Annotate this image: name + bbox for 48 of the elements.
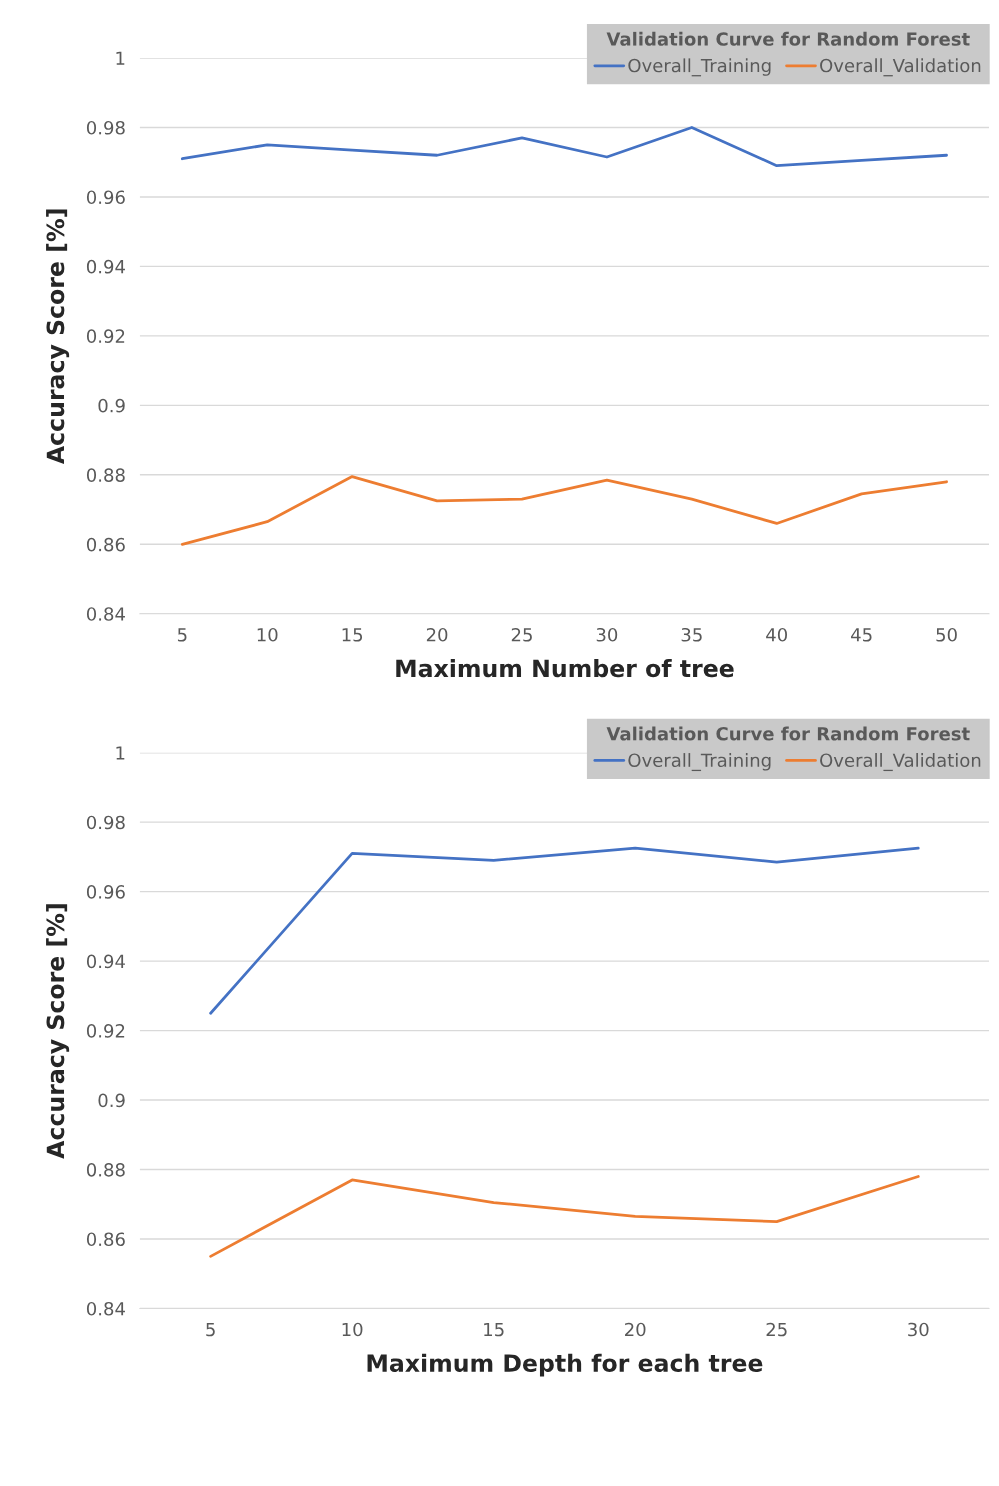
x-tick-label: 5 xyxy=(177,628,187,642)
x-tick-label: 10 xyxy=(342,1322,363,1337)
x-tick-label: 5 xyxy=(206,1322,215,1337)
x-axis-title: Maximum Number of tree xyxy=(396,659,734,678)
x-tick-label: 10 xyxy=(257,627,278,642)
x-tick-label: 15 xyxy=(484,1322,504,1337)
x-tick-label: 45 xyxy=(851,628,872,642)
legend-title: Validation Curve for Random Forest xyxy=(606,726,970,741)
y-tick-label: 0.96 xyxy=(86,885,125,899)
x-tick-label: 20 xyxy=(426,627,448,642)
x-tick-label: 30 xyxy=(908,1322,929,1337)
x-tick-label: 50 xyxy=(936,627,957,642)
y-tick-label: 0.92 xyxy=(86,1024,125,1038)
y-tick-label: 0.86 xyxy=(86,1232,125,1247)
y-tick-label: 0.9 xyxy=(98,1093,125,1108)
x-tick-label: 35 xyxy=(681,627,702,642)
y-tick-label: 0.9 xyxy=(98,398,125,413)
legend-label: Overall_Validation xyxy=(820,753,981,772)
x-axis-title: Maximum Depth for each tree xyxy=(367,1353,763,1377)
y-tick-label: 0.88 xyxy=(86,468,125,482)
y-tick-label: 0.98 xyxy=(86,120,125,135)
legend-title: Validation Curve for Random Forest xyxy=(606,31,970,46)
x-tick-label: 25 xyxy=(766,1322,787,1337)
y-tick-label: 1 xyxy=(116,51,125,65)
x-tick-label: 40 xyxy=(766,627,788,642)
x-tick-label: 15 xyxy=(342,628,363,642)
line-series xyxy=(209,846,920,1015)
y-tick-label: 1 xyxy=(116,746,125,760)
x-tick-label: 25 xyxy=(511,627,532,642)
y-tick-label: 0.94 xyxy=(86,954,125,969)
legend-label: Overall_Training xyxy=(628,753,771,772)
line-series xyxy=(180,475,948,546)
x-tick-label: 20 xyxy=(625,1322,646,1337)
y-tick-label: 0.98 xyxy=(86,815,125,830)
y-axis-title: Accuracy Score [%] xyxy=(46,209,70,465)
legend-label: Overall_Validation xyxy=(820,58,981,77)
legend-label: Overall_Training xyxy=(628,58,771,77)
y-axis-title: Accuracy Score [%] xyxy=(46,904,70,1159)
y-tick-label: 0.88 xyxy=(86,1162,125,1177)
line-series xyxy=(209,1175,920,1258)
y-tick-label: 0.94 xyxy=(86,259,125,274)
y-tick-label: 0.86 xyxy=(86,537,125,552)
x-tick-label: 30 xyxy=(596,627,618,642)
y-tick-label: 0.84 xyxy=(86,1301,125,1316)
line-series xyxy=(180,126,948,168)
y-tick-label: 0.84 xyxy=(86,607,125,621)
y-tick-label: 0.96 xyxy=(86,190,125,205)
y-tick-label: 0.92 xyxy=(86,329,125,343)
